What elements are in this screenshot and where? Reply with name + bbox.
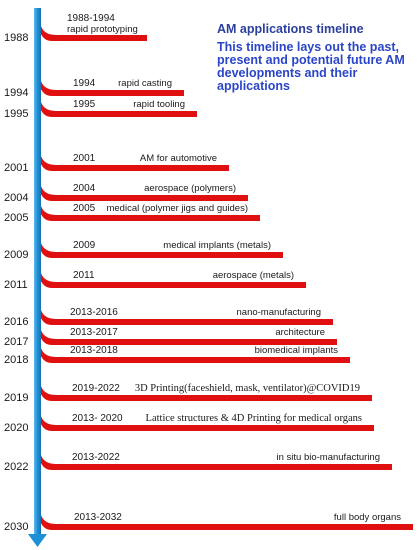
event-ribbon [39, 95, 197, 117]
event-year: 2016 [4, 316, 28, 328]
event-period: 2011 [73, 270, 95, 281]
timeline-axis [28, 8, 47, 547]
event-year: 1994 [4, 87, 28, 99]
event-label: architecture [275, 327, 325, 338]
event-ribbon [39, 179, 248, 201]
event-label: medical implants (metals) [163, 240, 271, 251]
event-period: 2013-2016 [70, 307, 118, 318]
event-label: rapid casting [118, 78, 172, 89]
event-year: 2022 [4, 461, 28, 473]
event-ribbon [39, 199, 260, 221]
event-label: nano-manufacturing [237, 307, 322, 318]
event-year: 2009 [4, 249, 28, 261]
event-year: 1988 [4, 32, 28, 44]
timeline-description: This timeline lays out the past, present… [217, 40, 405, 93]
event-period: 2004 [73, 183, 96, 194]
event-ribbon [39, 19, 147, 41]
axis-arrowhead [28, 534, 47, 547]
event-period: 2009 [73, 240, 96, 251]
event-period: 2005 [73, 203, 96, 214]
timeline-title: AM applications timeline [217, 22, 364, 36]
event-label: 3D Printing(faceshield, mask, ventilator… [135, 383, 360, 394]
event-year: 1995 [4, 108, 28, 120]
event-period: 2001 [73, 153, 96, 164]
event-year: 2019 [4, 392, 28, 404]
event-year: 2017 [4, 336, 28, 348]
event-year: 2004 [4, 192, 28, 204]
event-label: aerospace (metals) [213, 270, 294, 281]
event-label: in situ bio-manufacturing [277, 452, 381, 463]
event-period: 2013-2017 [70, 327, 118, 338]
event-period: 1995 [73, 99, 96, 110]
event-year: 2005 [4, 212, 28, 224]
event-ribbon [39, 323, 337, 345]
event-label: full body organs [334, 512, 401, 523]
event-year: 2018 [4, 354, 28, 366]
event-label: rapid tooling [133, 99, 185, 110]
event-label: Lattice structures & 4D Printing for med… [146, 413, 362, 424]
event-label: biomedical implants [255, 345, 339, 356]
event-label: aerospace (polymers) [144, 183, 236, 194]
event-ribbon [39, 448, 392, 470]
event-ribbon [39, 508, 413, 530]
event-year: 2011 [4, 279, 28, 291]
event-period: 1994 [73, 78, 96, 89]
event-ribbon [39, 409, 374, 431]
axis-shaft [34, 8, 41, 536]
event-period: 2013- 2020 [72, 413, 123, 424]
event-period: 2013-2018 [70, 345, 118, 356]
event-year: 2001 [4, 162, 28, 174]
event-year: 2030 [4, 521, 28, 533]
event-label: medical (polymer jigs and guides) [106, 203, 248, 214]
event-ribbon [39, 74, 184, 96]
event-ribbon [39, 379, 372, 401]
event-period: 2013-2032 [74, 512, 122, 523]
event-period: 1988-1994 [67, 13, 115, 24]
event-period: 2019-2022 [72, 383, 120, 394]
event-label: rapid prototyping [67, 24, 138, 35]
event-ribbon [39, 149, 229, 171]
event-ribbon [39, 303, 333, 325]
title-block: AM applications timeline This timeline l… [217, 22, 415, 93]
event-ribbon [39, 236, 283, 258]
event-ribbon [39, 341, 350, 363]
event-year: 2020 [4, 422, 28, 434]
event-label: AM for automotive [140, 153, 217, 164]
ribbon-layer [39, 19, 413, 530]
event-ribbon [39, 266, 306, 288]
event-period: 2013-2022 [72, 452, 120, 463]
